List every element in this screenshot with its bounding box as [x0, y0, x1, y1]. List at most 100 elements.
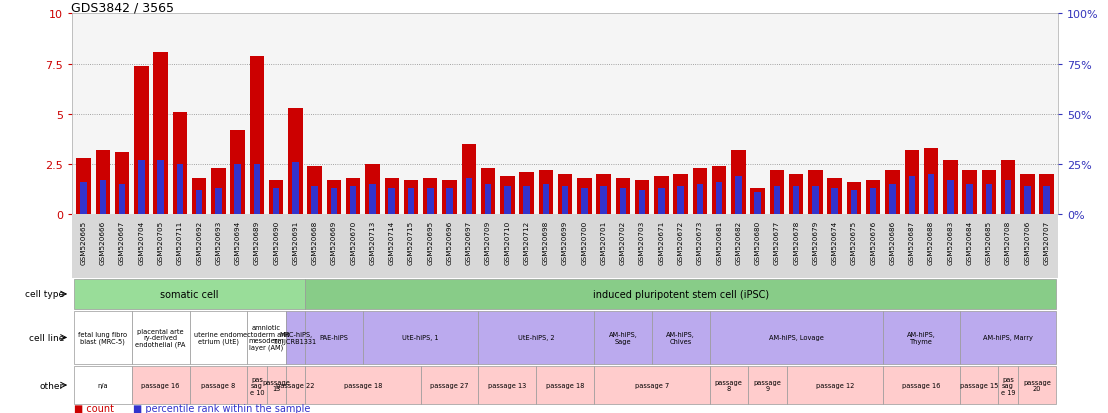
Text: GSM520701: GSM520701	[601, 220, 606, 264]
Text: GSM520714: GSM520714	[389, 220, 394, 264]
Text: GSM520699: GSM520699	[562, 220, 568, 264]
Text: GSM520689: GSM520689	[254, 220, 260, 264]
Bar	[697, 185, 704, 215]
Bar	[157, 161, 164, 215]
Bar	[960, 366, 998, 404]
Bar	[677, 187, 684, 215]
Bar	[520, 173, 534, 215]
Bar	[594, 366, 709, 404]
Bar	[1017, 366, 1056, 404]
Text: AM-hiPS, Marry: AM-hiPS, Marry	[983, 335, 1033, 341]
Bar	[1039, 175, 1054, 215]
Text: passage 15: passage 15	[960, 382, 998, 388]
Text: GSM520678: GSM520678	[793, 220, 799, 264]
Text: placental arte
ry-derived
endothelial (PA: placental arte ry-derived endothelial (P…	[135, 328, 186, 347]
Text: GSM520705: GSM520705	[157, 220, 164, 264]
Bar	[254, 165, 260, 215]
Text: GSM520685: GSM520685	[986, 220, 992, 264]
Bar	[132, 366, 189, 404]
Text: passage 18: passage 18	[343, 382, 382, 388]
Bar	[808, 171, 822, 215]
Text: n/a: n/a	[98, 382, 109, 388]
Text: AM-hiPS,
Sage: AM-hiPS, Sage	[608, 331, 637, 344]
Bar	[770, 171, 784, 215]
Bar	[851, 191, 858, 215]
Bar	[716, 183, 722, 215]
Bar	[269, 181, 284, 215]
Text: GSM520671: GSM520671	[658, 220, 665, 264]
Bar	[74, 280, 305, 309]
Bar	[479, 366, 536, 404]
Bar	[1044, 187, 1050, 215]
Text: GSM520710: GSM520710	[504, 220, 511, 264]
Text: MRC-hiPS,
Tic(JCRB1331: MRC-hiPS, Tic(JCRB1331	[274, 331, 318, 344]
Text: GSM520684: GSM520684	[966, 220, 973, 264]
Bar	[787, 366, 883, 404]
Bar	[119, 185, 125, 215]
Bar	[95, 151, 110, 215]
Bar	[100, 181, 106, 215]
Text: GSM520704: GSM520704	[138, 220, 144, 264]
Text: AM-hiPS,
Thyme: AM-hiPS, Thyme	[907, 331, 936, 344]
Bar	[793, 187, 800, 215]
Bar	[153, 52, 167, 215]
Text: GSM520665: GSM520665	[81, 220, 86, 264]
Bar	[305, 311, 362, 364]
Text: GSM520676: GSM520676	[870, 220, 876, 264]
Text: GSM520693: GSM520693	[215, 220, 222, 264]
Bar	[134, 66, 148, 215]
Bar	[389, 189, 394, 215]
Bar	[581, 189, 587, 215]
Bar	[423, 179, 438, 215]
Bar	[350, 187, 357, 215]
Text: passage
9: passage 9	[753, 379, 781, 392]
Bar	[883, 311, 960, 364]
Bar	[927, 175, 934, 215]
Bar	[1024, 187, 1030, 215]
Text: AM-hiPS, Lovage: AM-hiPS, Lovage	[769, 335, 823, 341]
Bar	[562, 187, 568, 215]
Bar	[982, 171, 996, 215]
Bar	[267, 366, 286, 404]
Text: GSM520681: GSM520681	[716, 220, 722, 264]
Text: GSM520708: GSM520708	[1005, 220, 1012, 264]
Bar	[750, 189, 765, 215]
Text: passage 22: passage 22	[276, 382, 315, 388]
Text: GSM520691: GSM520691	[293, 220, 298, 264]
Bar	[812, 187, 819, 215]
Text: GDS3842 / 3565: GDS3842 / 3565	[71, 2, 174, 14]
Text: pas
sag
e 10: pas sag e 10	[249, 376, 264, 394]
Bar	[789, 175, 803, 215]
Bar	[904, 151, 919, 215]
Bar	[1001, 161, 1015, 215]
Bar	[235, 165, 240, 215]
Bar	[538, 171, 553, 215]
Text: passage 7: passage 7	[635, 382, 669, 388]
Text: other: other	[40, 381, 64, 389]
Bar	[748, 366, 787, 404]
Bar	[523, 187, 530, 215]
Bar	[1020, 175, 1035, 215]
Text: GSM520715: GSM520715	[408, 220, 414, 264]
Bar	[80, 183, 86, 215]
Bar	[132, 311, 189, 364]
Bar	[362, 311, 479, 364]
Bar	[192, 179, 206, 215]
Bar	[247, 311, 286, 364]
Text: GSM520688: GSM520688	[929, 220, 934, 264]
Text: GSM520706: GSM520706	[1024, 220, 1030, 264]
Bar	[408, 189, 414, 215]
Text: GSM520712: GSM520712	[524, 220, 530, 264]
Bar	[619, 189, 626, 215]
Bar	[465, 179, 472, 215]
Text: passage 27: passage 27	[430, 382, 469, 388]
Text: GSM520677: GSM520677	[774, 220, 780, 264]
Bar	[943, 161, 957, 215]
Text: passage 18: passage 18	[546, 382, 584, 388]
Bar	[731, 151, 746, 215]
Bar	[212, 169, 226, 215]
Bar	[890, 185, 895, 215]
Text: GSM520697: GSM520697	[465, 220, 472, 264]
Text: pas
sag
e 19: pas sag e 19	[1001, 376, 1015, 394]
Text: passage
13: passage 13	[263, 379, 290, 392]
